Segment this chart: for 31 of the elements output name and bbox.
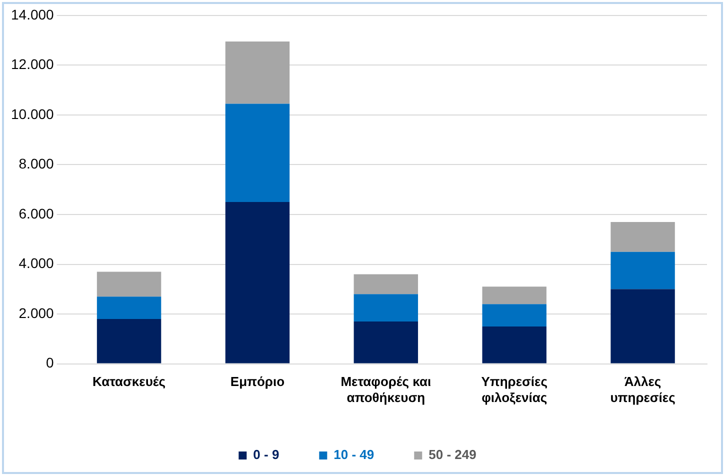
bar <box>225 104 290 202</box>
x-tick-label: Υπηρεσίες φιλοξενίας <box>481 374 548 405</box>
bar <box>610 252 675 290</box>
legend-label: 10 - 49 <box>334 447 374 462</box>
bar <box>96 296 162 320</box>
x-tick-label: Μεταφορές και αποθήκευση <box>340 374 432 405</box>
y-tick-label: 14.000 <box>10 6 54 22</box>
x-tick-label: Άλλες υπηρεσίες <box>610 374 676 405</box>
bar <box>225 202 290 364</box>
y-tick-label: 6.000 <box>18 205 54 222</box>
y-tick-label: 10.000 <box>10 106 54 122</box>
bar <box>610 222 675 252</box>
bar <box>482 304 546 326</box>
bar <box>354 294 418 322</box>
y-tick-label: 4.000 <box>18 255 54 272</box>
y-tick-label: 8.000 <box>18 156 54 172</box>
y-tick-label: 2.000 <box>18 304 54 321</box>
bar <box>482 286 546 304</box>
bar <box>225 42 290 104</box>
y-tick-label: 12.000 <box>10 56 54 72</box>
bar <box>482 326 546 364</box>
x-tick-label: Εμπόριο <box>230 374 285 390</box>
bar <box>354 321 418 364</box>
bar <box>610 289 675 364</box>
bar <box>354 274 418 294</box>
y-tick-label: 0 <box>46 354 54 371</box>
bar <box>96 319 162 364</box>
bar <box>96 272 162 297</box>
x-tick-label: Κατασκευές <box>92 374 166 390</box>
legend-label: 0 - 9 <box>253 447 280 462</box>
legend-label: 50 - 249 <box>428 447 476 462</box>
